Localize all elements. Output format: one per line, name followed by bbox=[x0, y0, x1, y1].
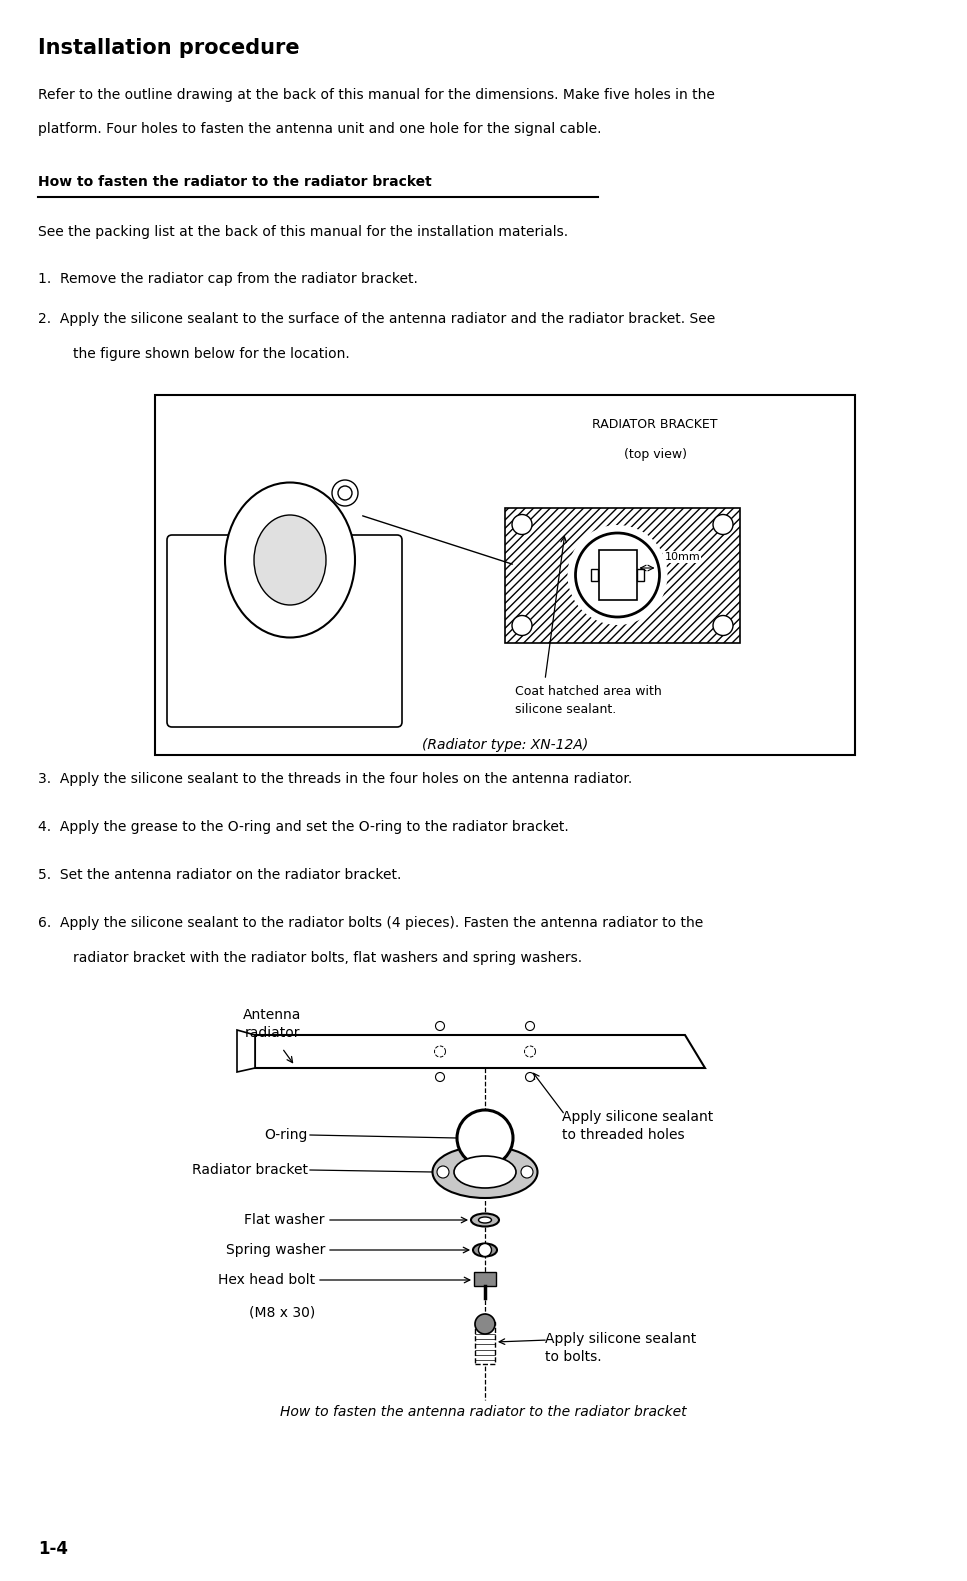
Text: 3.  Apply the silicone sealant to the threads in the four holes on the antenna r: 3. Apply the silicone sealant to the thr… bbox=[38, 772, 632, 786]
Circle shape bbox=[338, 485, 352, 500]
Text: See the packing list at the back of this manual for the installation materials.: See the packing list at the back of this… bbox=[38, 225, 569, 239]
Text: Apply silicone sealant
to threaded holes: Apply silicone sealant to threaded holes bbox=[562, 1110, 714, 1143]
Ellipse shape bbox=[473, 1244, 497, 1257]
Text: O-ring: O-ring bbox=[265, 1127, 308, 1141]
Circle shape bbox=[521, 1167, 533, 1178]
Text: 2.  Apply the silicone sealant to the surface of the antenna radiator and the ra: 2. Apply the silicone sealant to the sur… bbox=[38, 311, 716, 326]
Text: 5.  Set the antenna radiator on the radiator bracket.: 5. Set the antenna radiator on the radia… bbox=[38, 868, 401, 882]
Text: (top view): (top view) bbox=[624, 447, 687, 462]
Circle shape bbox=[568, 525, 667, 624]
Polygon shape bbox=[255, 1036, 705, 1069]
Ellipse shape bbox=[471, 1214, 499, 1227]
Bar bbox=[592, 569, 599, 580]
Text: Antenna
radiator: Antenna radiator bbox=[243, 1009, 301, 1040]
Text: Coat hatched area with
silicone sealant.: Coat hatched area with silicone sealant. bbox=[515, 685, 661, 716]
Bar bbox=[636, 569, 643, 580]
Circle shape bbox=[457, 1110, 513, 1167]
Text: Apply silicone sealant
to bolts.: Apply silicone sealant to bolts. bbox=[545, 1333, 696, 1364]
Circle shape bbox=[525, 1021, 535, 1031]
Bar bbox=[475, 1322, 495, 1364]
Text: Radiator bracket: Radiator bracket bbox=[192, 1164, 308, 1176]
Text: RADIATOR BRACKET: RADIATOR BRACKET bbox=[592, 417, 718, 432]
FancyBboxPatch shape bbox=[167, 534, 402, 727]
Text: 1-4: 1-4 bbox=[38, 1540, 68, 1557]
Circle shape bbox=[525, 1072, 535, 1081]
Bar bbox=[155, 395, 855, 756]
Circle shape bbox=[575, 533, 659, 617]
Circle shape bbox=[332, 481, 358, 506]
Ellipse shape bbox=[479, 1217, 491, 1224]
Text: 1.  Remove the radiator cap from the radiator bracket.: 1. Remove the radiator cap from the radi… bbox=[38, 272, 418, 286]
Text: Flat washer: Flat washer bbox=[245, 1213, 325, 1227]
Circle shape bbox=[475, 1314, 495, 1334]
Polygon shape bbox=[237, 1029, 255, 1072]
Ellipse shape bbox=[432, 1146, 538, 1198]
Ellipse shape bbox=[225, 482, 355, 637]
Circle shape bbox=[437, 1167, 449, 1178]
Text: Spring washer: Spring washer bbox=[225, 1243, 325, 1257]
Circle shape bbox=[479, 1244, 491, 1257]
Bar bbox=[599, 550, 636, 601]
Text: the figure shown below for the location.: the figure shown below for the location. bbox=[73, 346, 350, 360]
Text: (M8 x 30): (M8 x 30) bbox=[249, 1306, 315, 1320]
Circle shape bbox=[435, 1021, 445, 1031]
Bar bbox=[505, 508, 740, 642]
Text: Refer to the outline drawing at the back of this manual for the dimensions. Make: Refer to the outline drawing at the back… bbox=[38, 89, 715, 103]
Text: How to fasten the antenna radiator to the radiator bracket: How to fasten the antenna radiator to th… bbox=[280, 1406, 687, 1420]
Text: (Radiator type: XN-12A): (Radiator type: XN-12A) bbox=[422, 738, 588, 753]
Ellipse shape bbox=[454, 1156, 516, 1187]
Ellipse shape bbox=[254, 515, 326, 606]
Text: 10mm: 10mm bbox=[664, 552, 700, 561]
Circle shape bbox=[713, 615, 733, 636]
Text: How to fasten the radiator to the radiator bracket: How to fasten the radiator to the radiat… bbox=[38, 175, 431, 190]
Circle shape bbox=[512, 514, 532, 534]
Text: Installation procedure: Installation procedure bbox=[38, 38, 300, 58]
Circle shape bbox=[713, 514, 733, 534]
Text: Hex head bolt: Hex head bolt bbox=[218, 1273, 315, 1287]
Text: platform. Four holes to fasten the antenna unit and one hole for the signal cabl: platform. Four holes to fasten the anten… bbox=[38, 122, 601, 136]
Text: radiator bracket with the radiator bolts, flat washers and spring washers.: radiator bracket with the radiator bolts… bbox=[73, 952, 582, 964]
Circle shape bbox=[435, 1072, 445, 1081]
Text: 4.  Apply the grease to the O-ring and set the O-ring to the radiator bracket.: 4. Apply the grease to the O-ring and se… bbox=[38, 821, 569, 835]
Circle shape bbox=[512, 615, 532, 636]
Text: 6.  Apply the silicone sealant to the radiator bolts (4 pieces). Fasten the ante: 6. Apply the silicone sealant to the rad… bbox=[38, 915, 703, 930]
Polygon shape bbox=[474, 1273, 496, 1285]
